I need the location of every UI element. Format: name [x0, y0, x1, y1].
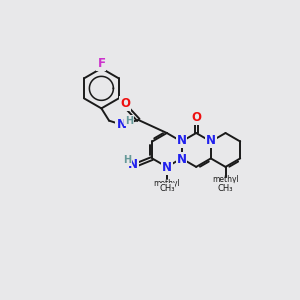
- Text: N: N: [176, 153, 187, 166]
- Text: N: N: [116, 118, 126, 131]
- Text: methyl: methyl: [154, 178, 180, 188]
- Text: methyl: methyl: [212, 176, 239, 184]
- Text: N: N: [162, 161, 172, 174]
- Text: N: N: [128, 158, 138, 171]
- Text: CH₃: CH₃: [159, 184, 175, 193]
- Text: N: N: [206, 134, 216, 147]
- Text: F: F: [98, 57, 105, 70]
- Text: N: N: [176, 134, 187, 147]
- Text: H: H: [123, 155, 131, 165]
- Text: O: O: [120, 97, 130, 110]
- Text: H: H: [125, 116, 133, 126]
- Text: O: O: [191, 111, 201, 124]
- Text: CH₃: CH₃: [218, 184, 233, 193]
